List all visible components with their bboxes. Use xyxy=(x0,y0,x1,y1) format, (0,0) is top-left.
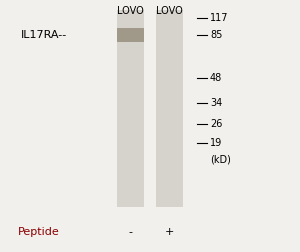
Text: 85: 85 xyxy=(210,30,222,40)
Bar xyxy=(117,10,144,207)
Text: LOVO: LOVO xyxy=(156,6,183,16)
Text: 117: 117 xyxy=(210,13,229,23)
Text: 48: 48 xyxy=(210,73,222,83)
Text: 19: 19 xyxy=(210,138,222,148)
Text: 34: 34 xyxy=(210,98,222,108)
Text: +: + xyxy=(165,227,174,237)
Text: 26: 26 xyxy=(210,119,222,129)
Bar xyxy=(156,10,183,207)
Text: (kD): (kD) xyxy=(210,155,231,165)
Text: -: - xyxy=(128,227,133,237)
Text: LOVO: LOVO xyxy=(117,6,144,16)
Text: Peptide: Peptide xyxy=(18,227,60,237)
Bar xyxy=(117,28,144,42)
Bar xyxy=(156,28,183,42)
Text: IL17RA--: IL17RA-- xyxy=(21,30,67,40)
